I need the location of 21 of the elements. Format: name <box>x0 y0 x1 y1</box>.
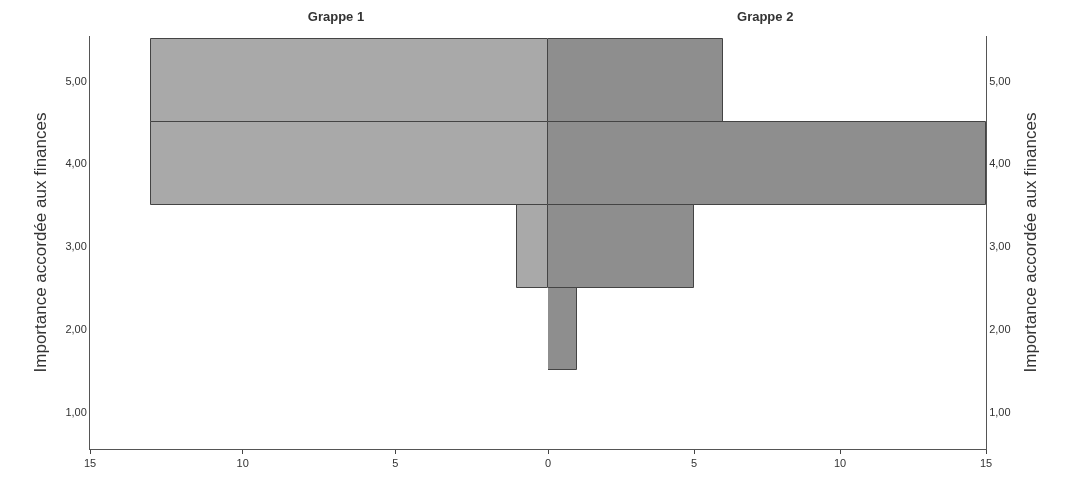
chart-title: Grappe 2 <box>737 9 794 25</box>
x-tick-label: 15 <box>83 457 97 470</box>
y-axis-title: Importance accordée aux finances <box>1021 112 1041 373</box>
y-tick-label: 5,00 <box>65 74 87 87</box>
y-tick-label: 2,00 <box>989 322 1011 335</box>
y-tick-label: 3,00 <box>989 240 1011 253</box>
y-tick-label: 2,00 <box>65 322 87 335</box>
x-tick-label: 10 <box>833 457 847 470</box>
y-tick-label: 4,00 <box>989 157 1011 170</box>
x-tick-label: 10 <box>236 457 249 470</box>
y-tick-label: 4,00 <box>65 157 87 170</box>
y-tick-label: 3,00 <box>65 240 87 253</box>
y-tick-label: 1,00 <box>65 405 87 418</box>
x-tick-label: 5 <box>690 457 698 470</box>
y-tick-label: 5,00 <box>989 74 1011 87</box>
y-axis-title: Importance accordée aux finances <box>30 112 50 373</box>
chart-title: Grappe 1 <box>307 9 365 25</box>
x-tick-label: 15 <box>979 457 993 470</box>
y-tick-label: 1,00 <box>989 405 1011 418</box>
x-tick-label: 5 <box>392 457 399 470</box>
x-tick-label: 0 <box>544 457 552 470</box>
